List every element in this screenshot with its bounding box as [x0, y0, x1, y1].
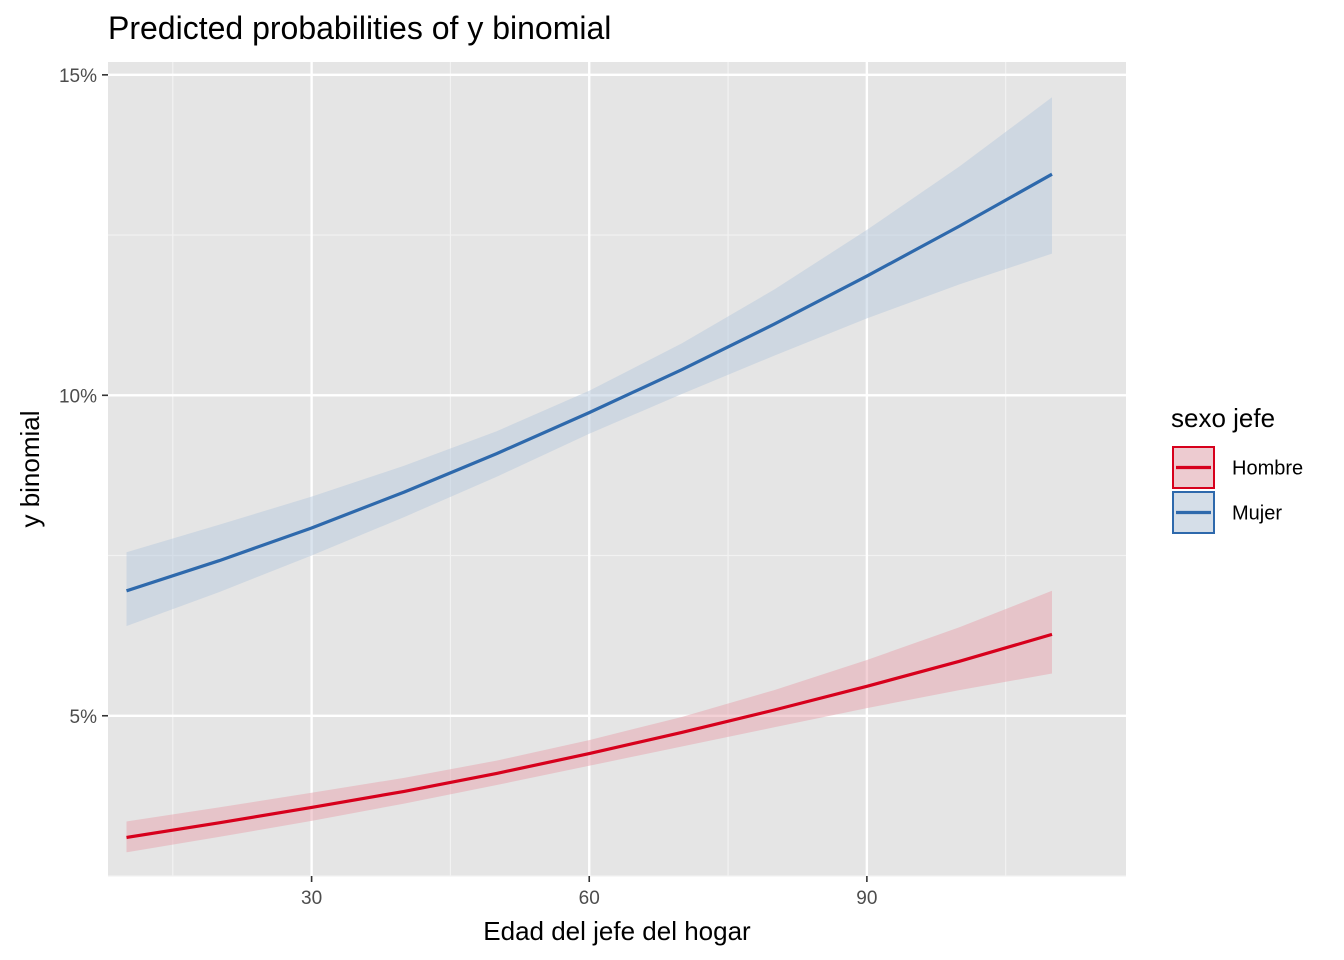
y-tick-label: 5% — [70, 707, 98, 728]
legend-items: Hombre Mujer — [1172, 446, 1303, 534]
legend: sexo jefe Hombre Mujer — [1171, 403, 1303, 534]
series-lines — [126, 172, 1053, 840]
confidence-ribbons — [126, 97, 1052, 853]
legend-label-hombre: Hombre — [1232, 458, 1303, 480]
ribbon-hombre — [126, 590, 1052, 853]
y-axis-title: y binomial — [15, 410, 45, 527]
x-tick-label: 60 — [579, 888, 600, 909]
line-mujer — [126, 172, 1053, 593]
x-tick-label: 30 — [301, 888, 322, 909]
legend-label-mujer: Mujer — [1232, 503, 1282, 525]
x-axis-title: Edad del jefe del hogar — [483, 916, 751, 946]
line-hombre — [126, 632, 1053, 840]
legend-title: sexo jefe — [1171, 403, 1275, 433]
x-tick-label: 90 — [856, 888, 877, 909]
y-tick-label: 15% — [59, 66, 97, 87]
ribbon-mujer — [126, 97, 1052, 627]
y-tick-label: 10% — [59, 386, 97, 407]
chart-title: Predicted probabilities of y binomial — [108, 10, 611, 46]
grid-major — [108, 62, 1126, 876]
x-axis: 30 60 90 — [301, 876, 877, 909]
y-axis: 5% 10% 15% — [59, 66, 108, 728]
